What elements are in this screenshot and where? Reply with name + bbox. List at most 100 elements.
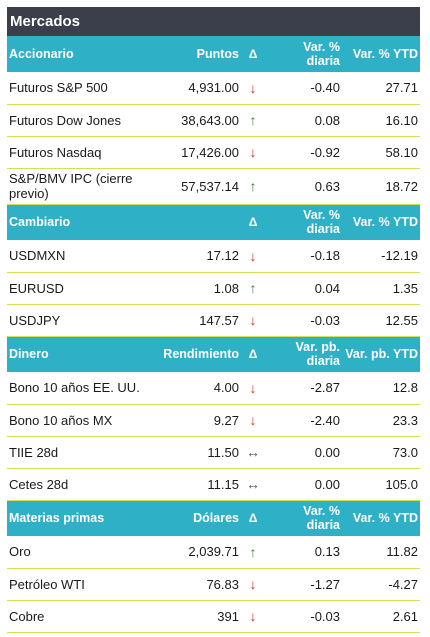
table-row: Bono 10 años EE. UU. 4.00 ↓ -2.87 12.8 <box>7 372 420 405</box>
delta-header: Δ <box>241 336 265 372</box>
ytd-change-header: Var. pb. YTD <box>342 336 420 372</box>
ytd-change-header: Var. % YTD <box>342 500 420 536</box>
table-row: TIIE 28d 11.50 ↔ 0.00 73.0 <box>7 436 420 469</box>
arrow-down-icon: ↓ <box>241 372 265 405</box>
ytd-change: -12.19 <box>342 240 420 273</box>
arrow-flat-icon: ↔ <box>241 468 265 501</box>
ytd-change: 105.0 <box>342 468 420 501</box>
ytd-change: 1.35 <box>342 272 420 305</box>
ytd-change: 18.72 <box>342 168 420 205</box>
instrument-name: Cetes 28d <box>7 468 149 501</box>
daily-change-header: Var. % diaria <box>265 204 342 240</box>
ytd-change: 11.82 <box>342 536 420 569</box>
arrow-down-icon: ↓ <box>241 600 265 633</box>
daily-change: 0.63 <box>265 168 342 205</box>
instrument-name: Futuros Dow Jones <box>7 104 149 137</box>
ytd-change: 58.10 <box>342 136 420 169</box>
instrument-value: 17,426.00 <box>149 136 241 169</box>
instrument-value: 76.83 <box>149 568 241 601</box>
ytd-change: 12.8 <box>342 372 420 405</box>
table-row: Cobre 391 ↓ -0.03 2.61 <box>7 600 420 633</box>
table-row: Futuros Nasdaq 17,426.00 ↓ -0.92 58.10 <box>7 136 420 169</box>
instrument-value: 2,039.71 <box>149 536 241 569</box>
instrument-value: 17.12 <box>149 240 241 273</box>
arrow-down-icon: ↓ <box>241 568 265 601</box>
instrument-name: TIIE 28d <box>7 436 149 469</box>
instrument-name: Cobre <box>7 600 149 633</box>
daily-change: -1.27 <box>265 568 342 601</box>
section-title: Materias primas <box>7 500 149 536</box>
ytd-change-header: Var. % YTD <box>342 36 420 72</box>
table-row: S&P/BMV IPC (cierre previo) 57,537.14 ↑ 0.6… <box>7 168 420 205</box>
instrument-name: EURUSD <box>7 272 149 305</box>
instrument-value: 57,537.14 <box>149 168 241 205</box>
daily-change: 0.00 <box>265 468 342 501</box>
daily-change: 0.04 <box>265 272 342 305</box>
section-title: Accionario <box>7 36 149 72</box>
table-row: Futuros Dow Jones 38,643.00 ↑ 0.08 16.10 <box>7 104 420 137</box>
instrument-value: 11.15 <box>149 468 241 501</box>
daily-change: -0.03 <box>265 600 342 633</box>
section-title: Dinero <box>7 336 149 372</box>
daily-change: -0.03 <box>265 304 342 337</box>
instrument-name: Bono 10 años MX <box>7 404 149 437</box>
ytd-change-header: Var. % YTD <box>342 204 420 240</box>
delta-header: Δ <box>241 204 265 240</box>
value-header: Rendimiento <box>149 336 241 372</box>
arrow-up-icon: ↑ <box>241 536 265 569</box>
instrument-value: 1.08 <box>149 272 241 305</box>
daily-change: 0.08 <box>265 104 342 137</box>
instrument-value: 9.27 <box>149 404 241 437</box>
table-row: USDJPY 147.57 ↓ -0.03 12.55 <box>7 304 420 337</box>
ytd-change: -4.27 <box>342 568 420 601</box>
daily-change: -0.92 <box>265 136 342 169</box>
section-header: Accionario Puntos Δ Var. % diaria Var. % YTD <box>7 36 420 72</box>
instrument-name: Bono 10 años EE. UU. <box>7 372 149 405</box>
value-header: Dólares <box>149 500 241 536</box>
ytd-change: 2.61 <box>342 600 420 633</box>
instrument-value: 147.57 <box>149 304 241 337</box>
instrument-value: 391 <box>149 600 241 633</box>
ytd-change: 27.71 <box>342 72 420 105</box>
arrow-down-icon: ↓ <box>241 72 265 105</box>
instrument-name: S&P/BMV IPC (cierre previo) <box>7 168 149 205</box>
panel-title: Mercados <box>7 7 420 36</box>
arrow-flat-icon: ↔ <box>241 436 265 469</box>
instrument-value: 11.50 <box>149 436 241 469</box>
daily-change-header: Var. % diaria <box>265 36 342 72</box>
arrow-down-icon: ↓ <box>241 404 265 437</box>
arrow-up-icon: ↑ <box>241 272 265 305</box>
instrument-name: Petróleo WTI <box>7 568 149 601</box>
arrow-down-icon: ↓ <box>241 240 265 273</box>
section-header: Materias primas Dólares Δ Var. % diaria Var.… <box>7 500 420 536</box>
arrow-down-icon: ↓ <box>241 304 265 337</box>
table-row: Cetes 28d 11.15 ↔ 0.00 105.0 <box>7 468 420 501</box>
value-header <box>149 204 241 240</box>
markets-table-body: Accionario Puntos Δ Var. % diaria Var. % YTD… <box>7 36 420 633</box>
instrument-value: 4,931.00 <box>149 72 241 105</box>
daily-change: -0.40 <box>265 72 342 105</box>
daily-change: 0.00 <box>265 436 342 469</box>
instrument-name: USDMXN <box>7 240 149 273</box>
table-row: Petróleo WTI 76.83 ↓ -1.27 -4.27 <box>7 568 420 601</box>
delta-header: Δ <box>241 500 265 536</box>
table-row: USDMXN 17.12 ↓ -0.18 -12.19 <box>7 240 420 273</box>
daily-change: -2.40 <box>265 404 342 437</box>
ytd-change: 23.3 <box>342 404 420 437</box>
daily-change: 0.13 <box>265 536 342 569</box>
instrument-value: 38,643.00 <box>149 104 241 137</box>
daily-change: -0.18 <box>265 240 342 273</box>
daily-change-header: Var. pb. diaria <box>265 336 342 372</box>
arrow-up-icon: ↑ <box>241 168 265 205</box>
arrow-up-icon: ↑ <box>241 104 265 137</box>
arrow-down-icon: ↓ <box>241 136 265 169</box>
instrument-name: Oro <box>7 536 149 569</box>
daily-change-header: Var. % diaria <box>265 500 342 536</box>
instrument-value: 4.00 <box>149 372 241 405</box>
markets-panel: Mercados Accionario Puntos Δ Var. % diaria V… <box>7 7 420 633</box>
markets-table: Accionario Puntos Δ Var. % diaria Var. % YTD… <box>7 36 420 633</box>
value-header: Puntos <box>149 36 241 72</box>
table-row: Futuros S&P 500 4,931.00 ↓ -0.40 27.71 <box>7 72 420 105</box>
table-row: Bono 10 años MX 9.27 ↓ -2.40 23.3 <box>7 404 420 437</box>
table-row: Oro 2,039.71 ↑ 0.13 11.82 <box>7 536 420 569</box>
